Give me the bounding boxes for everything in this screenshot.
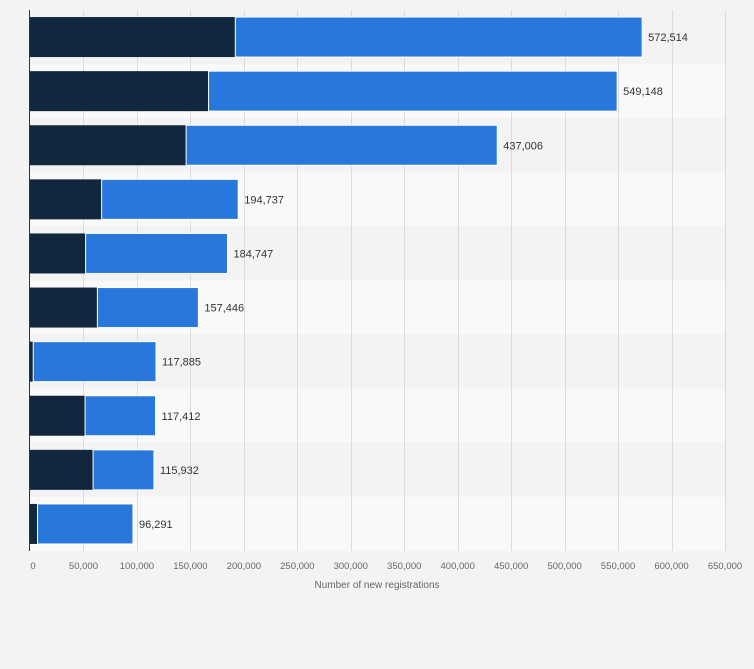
x-axis-title: Number of new registrations — [314, 580, 439, 591]
bar-segment-series-2 — [96, 287, 199, 329]
x-tick-label: 300,000 — [334, 561, 368, 572]
bar-value-label: 437,006 — [503, 140, 543, 152]
x-tick-label: 600,000 — [654, 561, 688, 572]
bar-value-label: 184,747 — [234, 248, 274, 260]
x-tick-label: 100,000 — [120, 561, 154, 572]
bar-segment-series-1 — [30, 341, 34, 382]
bar-segment-series-1 — [30, 449, 94, 490]
x-tick-label: 50,000 — [69, 561, 98, 572]
bar-value-label: 572,514 — [648, 32, 688, 44]
bar-segment-series-1 — [30, 71, 209, 112]
x-tick-label: 500,000 — [547, 561, 581, 572]
bar-segment-series-1 — [30, 287, 98, 328]
bar-segment-series-2 — [208, 70, 618, 112]
x-tick-label: 200,000 — [227, 561, 261, 572]
x-tick-label: 0 — [30, 561, 35, 572]
value-labels: 572,514 549,148 437,006 194,737 184,747 157,4… — [139, 32, 688, 531]
bar-segment-series-2 — [92, 449, 155, 491]
bar-segment-series-2 — [234, 16, 643, 58]
x-tick-label: 250,000 — [280, 561, 314, 572]
bar-value-label: 194,737 — [244, 194, 284, 206]
bar-segment-series-1 — [30, 503, 38, 544]
bar-segment-series-1 — [30, 125, 187, 166]
x-tick-labels: 0 50,000 100,000 150,000 200,000 250,000 300,0… — [30, 561, 742, 572]
row-band — [30, 496, 725, 551]
x-tick-label: 350,000 — [387, 561, 421, 572]
bar-segment-series-2 — [101, 178, 239, 220]
x-tick-label: 650,000 — [708, 561, 742, 572]
bar-value-label: 115,932 — [160, 465, 199, 477]
bars — [30, 16, 643, 545]
bar-segment-series-1 — [30, 233, 86, 274]
bar-segment-series-1 — [30, 17, 236, 58]
bar-segment-series-1 — [30, 395, 86, 436]
bar-segment-series-2 — [84, 395, 157, 437]
x-tick-label: 450,000 — [494, 561, 528, 572]
bar-segment-series-2 — [32, 341, 157, 383]
x-tick-label: 550,000 — [601, 561, 635, 572]
x-tick-label: 400,000 — [441, 561, 475, 572]
bar-value-label: 117,885 — [162, 357, 201, 369]
x-tick-label: 150,000 — [173, 561, 207, 572]
bar-segment-series-2 — [85, 232, 229, 274]
bar-value-label: 549,148 — [623, 86, 663, 98]
bar-value-label: 157,446 — [204, 303, 244, 315]
bar-value-label: 117,412 — [162, 411, 201, 423]
bar-segment-series-1 — [30, 179, 102, 220]
bar-value-label: 96,291 — [139, 519, 173, 531]
bar-segment-series-2 — [185, 124, 498, 166]
bar-segment-series-2 — [36, 503, 134, 545]
